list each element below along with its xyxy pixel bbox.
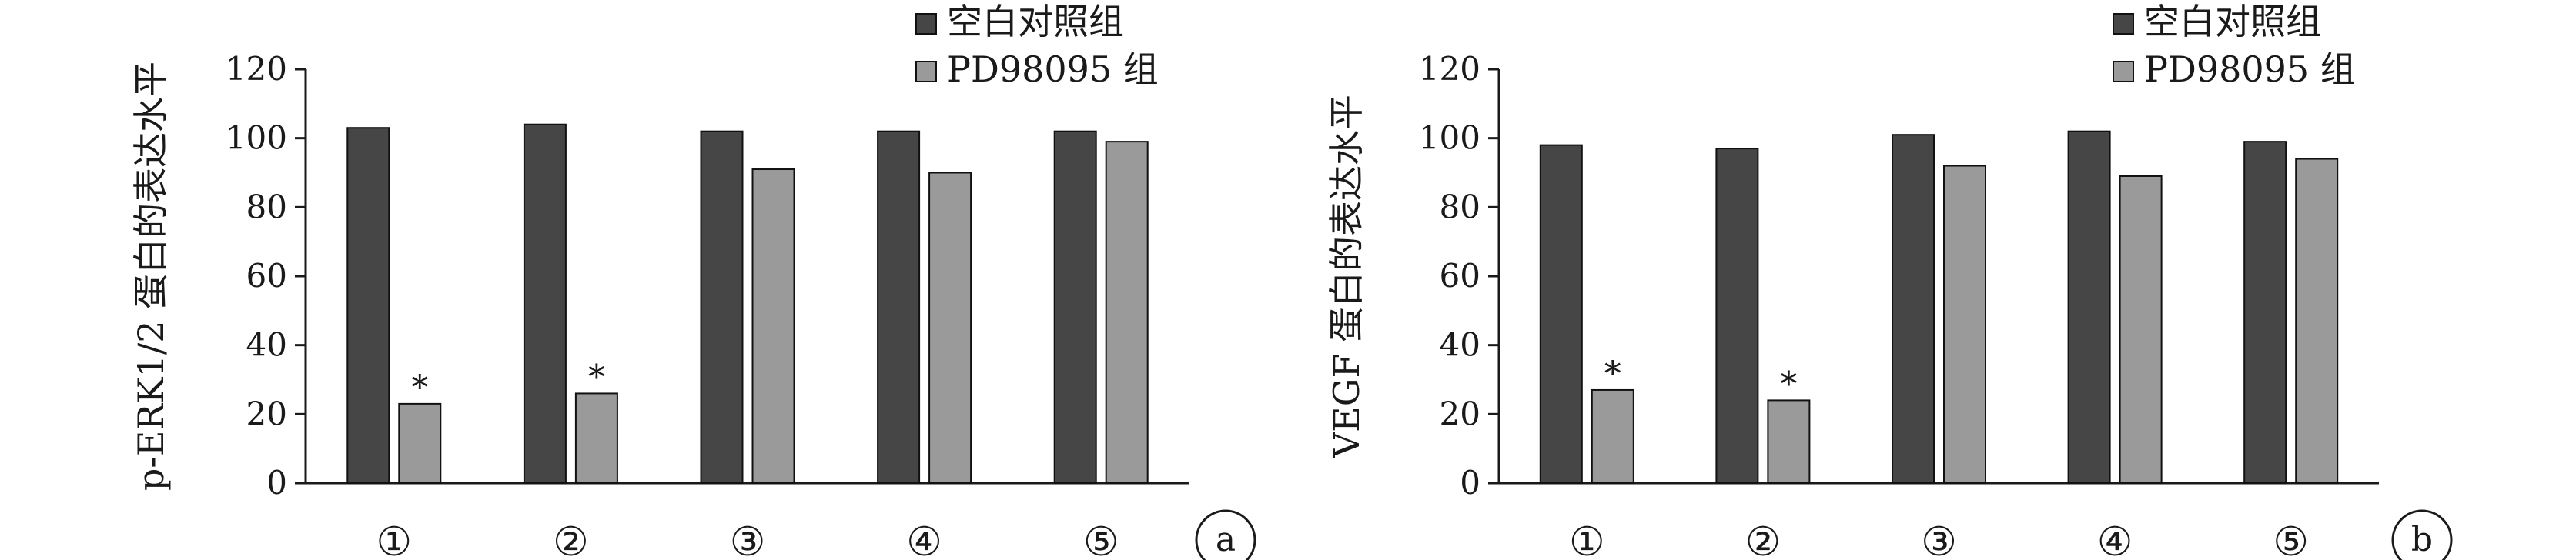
y-tick-label: 0 [1460,464,1480,502]
legend-label: PD98095 组 [947,48,1159,90]
y-axis-label: p-ERK1/2 蛋白的表达水平 [130,62,172,491]
bar-control [346,127,390,484]
panel-label-circle [2391,509,2453,560]
y-tick-label: 40 [1440,326,1480,364]
bar-control [1053,130,1097,484]
bar-control [2067,130,2111,484]
x-tick-label: ⑤ [2273,519,2309,560]
panel-label-circle [1195,509,1256,560]
significance-marker: * [588,358,605,397]
bar-control [877,130,921,484]
chart-panel-b: 0 20 40 60 80 100 120 VEGF 蛋白的表达水平 ① ② ③ ④ ⑤ * * 空白对照组 P… [1326,1,2453,560]
x-tick-label: ③ [730,519,766,560]
x-tick-label: ⑤ [1083,519,1119,560]
y-tick-label: 100 [226,119,287,157]
x-tick-label: ② [553,519,589,560]
y-tick-label: 20 [1440,395,1480,432]
x-tick-label: ④ [2097,519,2133,560]
bar-control [1539,144,1583,484]
y-tick-label: 120 [226,50,287,88]
y-tick-label: 120 [1419,50,1480,88]
panel-label: a [1216,520,1236,559]
bar-treated [1767,399,1811,485]
legend-label: 空白对照组 [947,1,1124,42]
legend-swatch [2113,13,2134,35]
x-tick-label: ① [376,519,412,560]
y-axis-label: VEGF 蛋白的表达水平 [1326,95,1367,458]
bar-treated [1105,141,1149,484]
y-tick-label: 0 [266,464,287,502]
bar-treated [398,402,442,485]
legend-swatch [2113,61,2134,82]
bar-control [1892,134,1935,485]
y-tick-label: 60 [1440,257,1480,295]
x-tick-label: ④ [906,519,942,560]
panel-label: b [2411,520,2433,559]
legend-label: 空白对照组 [2144,1,2321,42]
significance-marker: * [1780,365,1797,404]
bar-control [523,123,567,484]
y-tick-label: 60 [246,257,287,295]
bar-treated [2295,158,2339,484]
bar-treated [751,168,795,484]
bar-treated [2119,175,2163,484]
y-tick-label: 40 [246,326,287,364]
x-tick-label: ② [1745,519,1781,560]
y-tick-label: 20 [246,395,287,432]
x-tick-label: ① [1569,519,1605,560]
bar-treated [1591,388,1634,485]
chart-panel-a: 0 20 40 60 80 100 120 p-ERK1/2 蛋白的表达水平 ① ② ③ ④ ⑤ * * 空白… [130,1,1256,560]
legend-swatch [915,61,937,82]
significance-marker: * [1604,355,1621,394]
bar-control [1715,148,1759,484]
bar-control [2243,141,2287,484]
bar-treated [574,392,618,484]
y-tick-label: 80 [1440,188,1480,225]
x-tick-label: ③ [1921,519,1957,560]
bar-treated [928,172,972,484]
bar-control [700,130,744,484]
significance-marker: * [411,368,428,408]
bar-treated [1943,165,1986,485]
legend-label: PD98095 组 [2144,48,2356,90]
legend-swatch [915,13,937,35]
y-tick-label: 80 [246,188,287,225]
y-tick-label: 100 [1419,119,1480,157]
